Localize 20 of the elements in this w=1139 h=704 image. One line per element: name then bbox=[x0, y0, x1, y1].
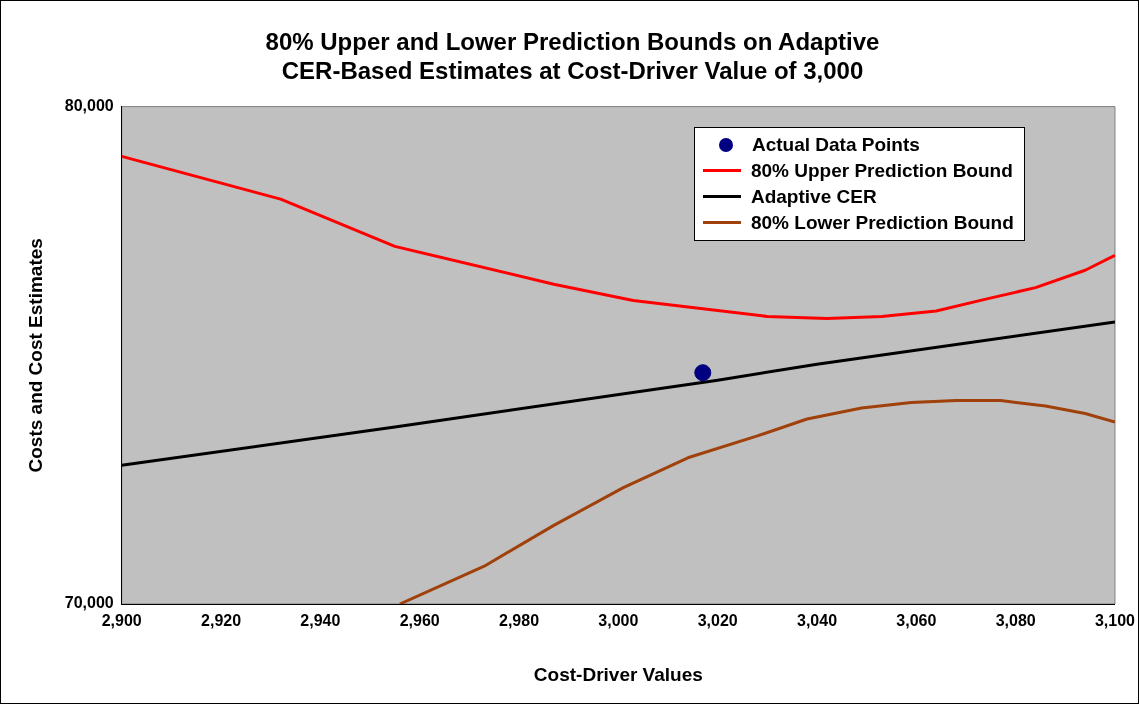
x-tick-label: 2,920 bbox=[201, 612, 242, 630]
x-tick-label: 3,040 bbox=[796, 612, 838, 630]
x-axis-title: Cost-Driver Values bbox=[533, 663, 703, 685]
x-tick-label: 2,900 bbox=[101, 612, 142, 630]
x-tick-label: 2,980 bbox=[499, 612, 540, 630]
legend-label: 80% Lower Prediction Bound bbox=[750, 210, 1014, 235]
y-tick-label: 80,000 bbox=[64, 97, 114, 115]
x-tick-label: 2,940 bbox=[300, 612, 341, 630]
x-tick-label: 3,060 bbox=[896, 612, 937, 630]
legend-label: 80% Upper Prediction Bound bbox=[750, 158, 1013, 183]
y-axis-title: Costs and Cost Estimates bbox=[24, 238, 46, 473]
x-tick-label: 3,000 bbox=[598, 612, 639, 630]
legend-label: Actual Data Points bbox=[751, 132, 920, 157]
x-tick-label: 2,960 bbox=[399, 612, 440, 630]
x-tick-label: 3,100 bbox=[1094, 612, 1136, 630]
x-tick-label: 3,020 bbox=[697, 612, 738, 630]
x-tick-label: 3,080 bbox=[995, 612, 1036, 630]
legend-label: Adaptive CER bbox=[750, 184, 877, 209]
y-tick-label: 70,000 bbox=[64, 594, 114, 612]
chart-title: 80% Upper and Lower Prediction Bounds on Adaptive CER-Based Estimates at Cost-Driver Value of 3,000 bbox=[265, 28, 880, 84]
